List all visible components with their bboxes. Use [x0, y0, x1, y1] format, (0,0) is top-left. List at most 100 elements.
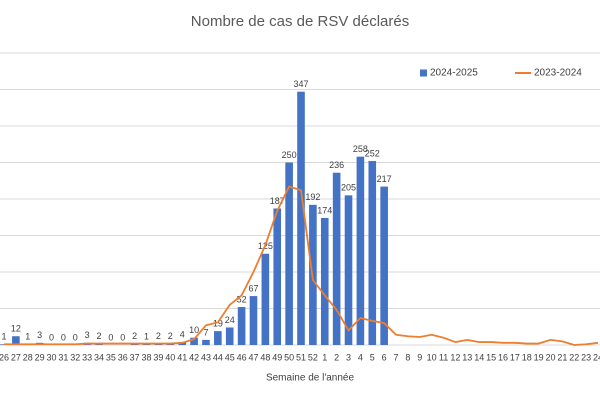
x-tick-label: 11	[439, 352, 448, 362]
line	[4, 185, 599, 346]
x-tick-label: 27	[11, 352, 21, 362]
x-tick-label: 10	[427, 352, 437, 362]
bar	[249, 296, 258, 345]
x-tick-label: 38	[142, 352, 152, 362]
data-label: 4	[180, 329, 185, 339]
bar	[12, 336, 20, 345]
x-tick-label: 34	[94, 352, 104, 362]
x-tick-label: 52	[308, 352, 318, 362]
data-label: 0	[108, 332, 113, 342]
bar	[273, 208, 282, 345]
x-tick-label: 45	[225, 352, 235, 362]
x-tick-label: 44	[213, 352, 223, 362]
x-tick-label: 3	[346, 352, 351, 362]
x-tick-label: 31	[58, 352, 68, 362]
bar	[261, 253, 270, 345]
data-label: 1	[1, 332, 6, 342]
x-tick-label: 29	[35, 352, 45, 362]
data-label: 52	[237, 294, 247, 304]
x-tick-label: 15	[486, 352, 496, 362]
data-label: 0	[49, 332, 54, 342]
bar	[142, 344, 151, 345]
x-tick-label: 37	[130, 352, 140, 362]
x-tick-label: 22	[569, 352, 579, 362]
x-tick-label: 47	[248, 352, 258, 362]
x-tick-label: 2	[334, 352, 339, 362]
x-tick-label: 18	[522, 352, 532, 362]
bar	[237, 307, 246, 345]
bar	[344, 195, 353, 345]
x-tick-label: 48	[260, 352, 270, 362]
x-tick-label: 1	[322, 352, 327, 362]
x-tick-label: 26	[0, 352, 9, 362]
data-label: 205	[341, 183, 356, 193]
bar	[332, 172, 341, 345]
data-label: 250	[282, 150, 297, 160]
bar	[380, 186, 388, 345]
x-tick-label: 24	[593, 352, 600, 362]
bar	[297, 91, 305, 345]
x-tick-label: 5	[370, 352, 375, 362]
data-label: 24	[225, 315, 235, 325]
x-tick-label: 7	[394, 352, 399, 362]
x-tick-label: 42	[189, 352, 199, 362]
x-tick-label: 39	[153, 352, 163, 362]
x-tick-label: 35	[106, 352, 116, 362]
data-label: 258	[353, 144, 368, 154]
x-tick-label: 9	[417, 352, 422, 362]
x-tick-label: 19	[534, 352, 544, 362]
x-tick-label: 6	[382, 352, 387, 362]
data-label: 0	[61, 332, 66, 342]
x-tick-label: 41	[177, 352, 187, 362]
x-axis-title: Semaine de l'année	[266, 373, 355, 384]
data-label: 67	[248, 283, 258, 293]
x-tick-label: 50	[284, 352, 294, 362]
data-label: 7	[203, 327, 208, 337]
x-tick-label: 40	[165, 352, 175, 362]
data-label: 174	[317, 205, 332, 215]
x-tick-label: 46	[237, 352, 247, 362]
data-label: 217	[377, 174, 392, 184]
bar	[225, 327, 234, 345]
data-label: 347	[293, 79, 308, 89]
x-tick-label: 8	[405, 352, 410, 362]
bar	[320, 217, 329, 345]
x-tick-label: 36	[118, 352, 128, 362]
data-label: 187	[270, 196, 285, 206]
x-tick-label: 23	[581, 352, 591, 362]
data-label: 12	[11, 324, 21, 334]
chart-title: Nombre de cas de RSV déclarés	[191, 13, 409, 30]
x-tick-label: 13	[462, 352, 472, 362]
x-tick-label: 30	[47, 352, 57, 362]
bar	[202, 339, 210, 345]
legend-swatch	[420, 69, 427, 77]
data-label: 3	[85, 330, 90, 340]
x-tick-label: 4	[358, 352, 363, 362]
bar	[356, 156, 365, 345]
data-label: 236	[329, 160, 344, 170]
data-label: 3	[37, 330, 42, 340]
data-label: 2	[168, 331, 173, 341]
x-tick-label: 21	[557, 352, 567, 362]
bar	[214, 331, 222, 345]
x-tick-label: 32	[70, 352, 80, 362]
data-label: 192	[305, 192, 320, 202]
data-label: 2	[97, 331, 102, 341]
data-label: 0	[73, 332, 78, 342]
x-tick-label: 16	[498, 352, 508, 362]
bar	[368, 161, 377, 345]
x-tick-label: 12	[450, 352, 460, 362]
x-tick-label: 43	[201, 352, 211, 362]
data-label: 10	[189, 325, 199, 335]
data-label: 1	[144, 332, 149, 342]
bar	[190, 337, 198, 345]
x-tick-label: 51	[296, 352, 306, 362]
data-label: 0	[120, 332, 125, 342]
x-tick-label: 14	[474, 352, 484, 362]
x-tick-label: 49	[272, 352, 282, 362]
x-tick-label: 33	[82, 352, 92, 362]
data-label: 2	[132, 331, 137, 341]
data-label: 2	[156, 331, 161, 341]
bar	[285, 162, 293, 345]
